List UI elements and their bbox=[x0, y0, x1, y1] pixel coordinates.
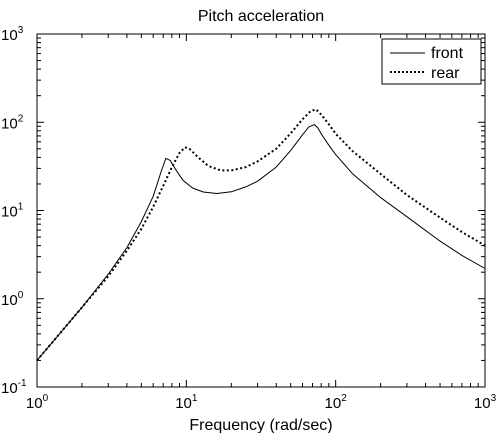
legend-label-rear: rear bbox=[431, 65, 460, 82]
y-tick-label: 100 bbox=[1, 290, 24, 309]
chart-title: Pitch acceleration bbox=[198, 8, 324, 25]
y-tick-exponent: 3 bbox=[18, 25, 24, 36]
x-tick-label: 100 bbox=[26, 393, 49, 412]
y-tick-label: 10-1 bbox=[1, 378, 27, 397]
x-ticks: 100 101 102 103 bbox=[26, 34, 497, 412]
y-tick-base: 10 bbox=[1, 115, 18, 132]
legend-box bbox=[381, 38, 482, 85]
series-rear-line bbox=[36, 108, 486, 362]
plot-frame bbox=[36, 33, 486, 388]
x-tick-exponent: 1 bbox=[192, 393, 198, 404]
series-layer bbox=[36, 108, 486, 362]
x-tick-base: 10 bbox=[474, 395, 491, 412]
y-tick-label: 101 bbox=[1, 202, 24, 221]
y-tick-base: 10 bbox=[1, 380, 18, 397]
legend: front rear bbox=[381, 38, 482, 85]
y-tick-exponent: 0 bbox=[18, 290, 24, 301]
x-tick-label: 101 bbox=[175, 393, 198, 412]
x-tick-label: 102 bbox=[325, 393, 348, 412]
y-tick-base: 10 bbox=[1, 204, 18, 221]
x-tick-exponent: 3 bbox=[491, 393, 497, 404]
x-tick-base: 10 bbox=[175, 395, 192, 412]
x-tick-base: 10 bbox=[26, 395, 43, 412]
x-tick-base: 10 bbox=[325, 395, 342, 412]
x-tick-label: 103 bbox=[474, 393, 497, 412]
y-tick-base: 10 bbox=[1, 27, 18, 44]
legend-label-front: front bbox=[431, 45, 464, 62]
y-tick-label: 103 bbox=[1, 25, 24, 44]
y-tick-exponent: 2 bbox=[18, 113, 24, 124]
y-tick-base: 10 bbox=[1, 292, 18, 309]
x-tick-exponent: 0 bbox=[43, 393, 49, 404]
x-tick-exponent: 2 bbox=[341, 393, 347, 404]
y-tick-exponent: -1 bbox=[18, 378, 27, 389]
series-front-line bbox=[36, 124, 486, 361]
x-axis-label: Frequency (rad/sec) bbox=[189, 417, 332, 433]
y-tick-label: 102 bbox=[1, 113, 24, 132]
y-tick-exponent: 1 bbox=[18, 202, 24, 213]
